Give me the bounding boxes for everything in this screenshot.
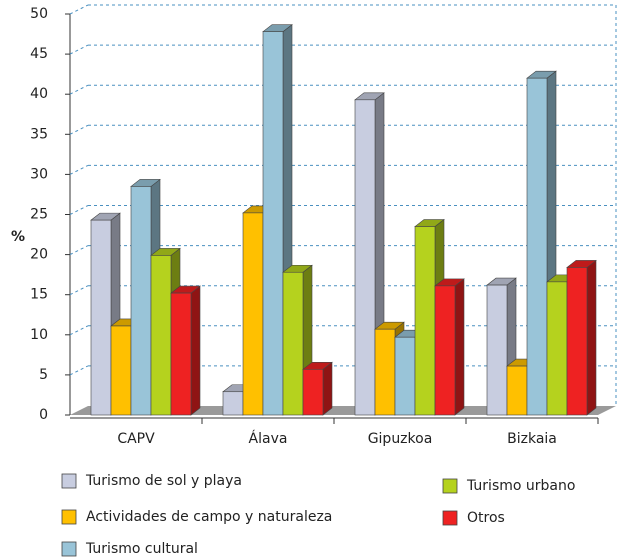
grid-line — [69, 4, 89, 15]
y-tick-label: 50 — [30, 6, 48, 22]
bar-side — [190, 285, 201, 416]
bar-side — [454, 278, 465, 416]
y-tick-label: 40 — [30, 86, 48, 102]
bar-front — [302, 368, 324, 416]
bar-front — [434, 285, 456, 416]
bar-front — [354, 99, 376, 416]
bar-front — [394, 336, 416, 416]
legend-swatch — [61, 541, 77, 557]
y-tick-label: 35 — [30, 126, 48, 142]
bar — [566, 259, 597, 416]
bar-side — [586, 259, 597, 416]
grid-line — [69, 44, 89, 55]
bar-front — [486, 284, 508, 416]
y-tick-label: 0 — [39, 407, 48, 423]
bar — [434, 278, 465, 416]
legend-swatch — [61, 473, 77, 489]
x-tick-label: Álava — [249, 430, 288, 447]
bar — [170, 285, 201, 416]
bar-front — [526, 77, 548, 416]
bar-front — [170, 292, 192, 416]
y-tick-label: 45 — [30, 46, 48, 62]
legend-label: Turismo cultural — [85, 541, 198, 557]
y-tick-label: 25 — [30, 207, 48, 223]
bar-front — [130, 186, 152, 416]
grid-line — [69, 124, 89, 135]
x-tick-label: CAPV — [117, 431, 155, 447]
grid-line — [69, 164, 89, 175]
grid-line — [69, 325, 89, 336]
legend-swatch — [61, 509, 77, 525]
y-tick-label: 20 — [30, 247, 48, 263]
x-tick-label: Bizkaia — [507, 431, 557, 447]
bar-front — [282, 271, 304, 416]
grid-line — [69, 245, 89, 256]
x-tick-label: Gipuzkoa — [368, 431, 433, 447]
bar-front — [90, 219, 112, 416]
bar-front — [414, 226, 436, 416]
y-tick-label: 30 — [30, 166, 48, 182]
y-tick-label: 10 — [30, 327, 48, 343]
bar-front — [262, 31, 284, 416]
legend-label: Actividades de campo y naturaleza — [86, 509, 332, 525]
grid-line — [69, 84, 89, 95]
floor — [70, 406, 616, 415]
bar-front — [150, 255, 172, 416]
bar-front — [110, 325, 132, 416]
legend-swatch — [442, 478, 458, 494]
y-tick-label: 5 — [39, 367, 48, 383]
bar — [486, 277, 517, 416]
grid-line — [69, 205, 89, 215]
bar-front — [506, 365, 528, 416]
y-tick-label: 15 — [30, 287, 48, 303]
bar-side — [322, 361, 333, 416]
legend-label: Turismo de sol y playa — [85, 473, 242, 489]
legend-label: Turismo urbano — [466, 478, 575, 494]
bar-front — [566, 267, 588, 416]
bar — [302, 361, 333, 416]
bar-front — [242, 212, 264, 416]
y-axis-label: % — [11, 229, 25, 245]
legend-swatch — [442, 510, 458, 526]
grid-line — [69, 285, 89, 296]
grid-line — [69, 365, 89, 376]
legend-label: Otros — [467, 510, 505, 526]
bar-front — [546, 281, 568, 416]
bar-front — [222, 391, 244, 416]
bar-front — [374, 328, 396, 416]
